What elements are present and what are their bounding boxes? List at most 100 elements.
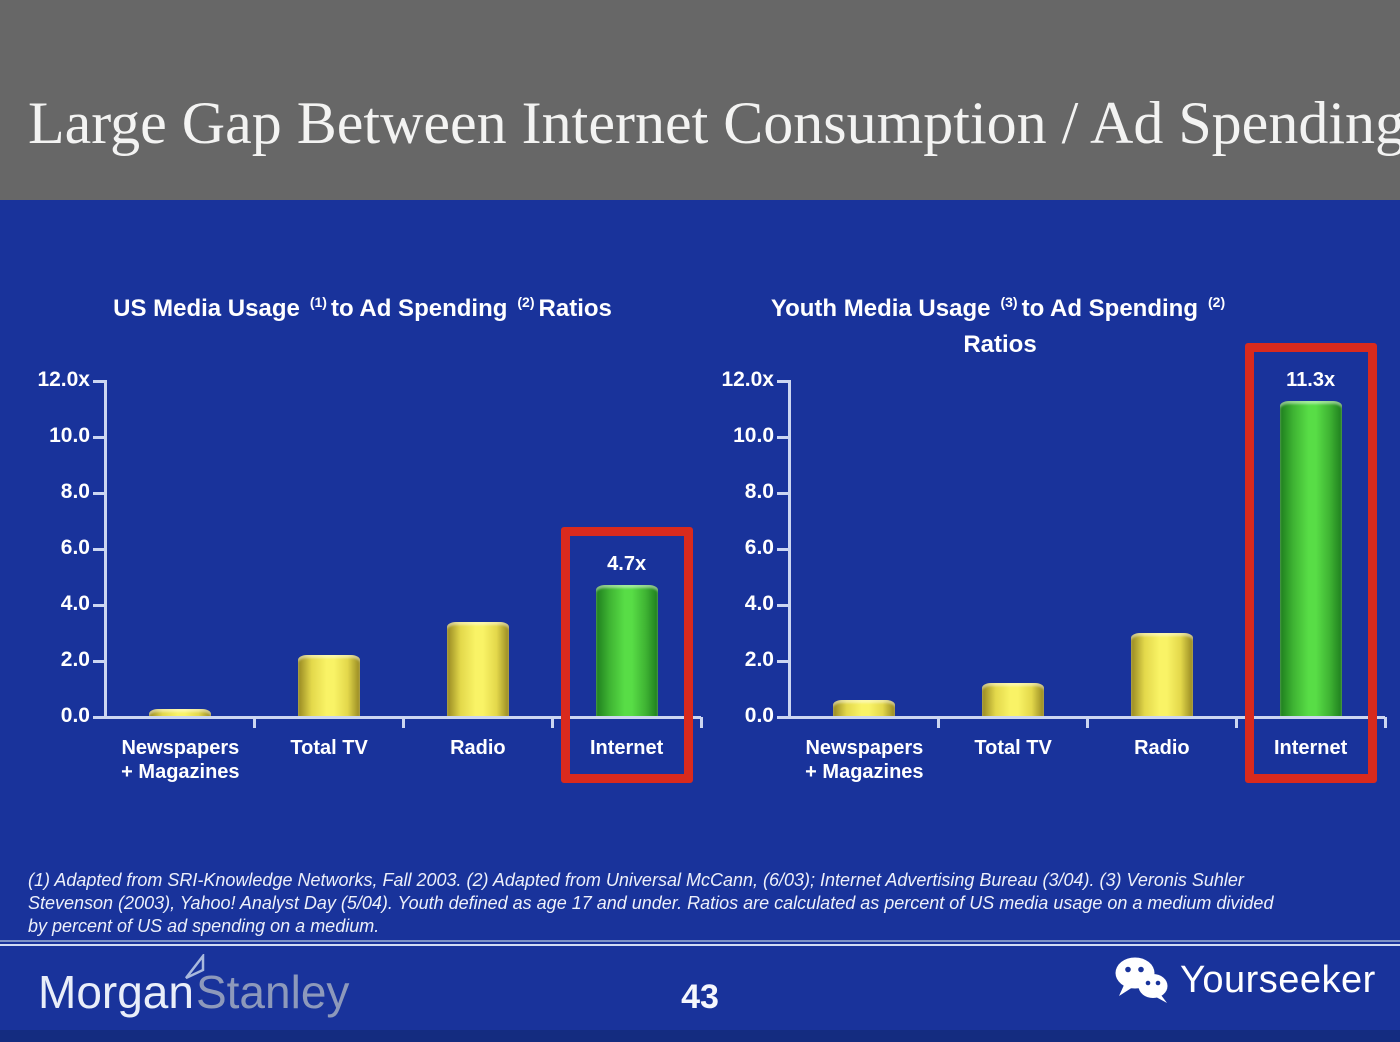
category-label-line: Newspapers	[805, 737, 924, 759]
y-tick-label: 4.0	[60, 592, 90, 615]
yourseeker-watermark: Yourseeker	[1114, 956, 1376, 1004]
category-label: Total TV	[923, 736, 1103, 760]
footnote: (1) Adapted from SRI-Knowledge Networks,…	[28, 869, 1388, 938]
x-tick-mark	[1383, 717, 1387, 728]
brand-word-morgan: Morgan	[38, 966, 194, 1018]
bar-value-label: 4.7x	[607, 553, 647, 575]
y-tick-mark	[777, 492, 788, 495]
category-label: Internet	[537, 736, 717, 760]
bar	[1130, 633, 1193, 717]
footer-divider-line-bottom	[0, 944, 1400, 946]
right-chart-title-line1: Youth Media Usage (3) to Ad Spending (2)	[755, 292, 1245, 328]
y-axis-line	[788, 380, 791, 718]
y-tick-mark	[777, 380, 788, 383]
y-tick-label: 8.0	[744, 480, 774, 503]
y-tick-mark	[93, 548, 104, 551]
footnote-marker-1: (1)	[309, 294, 327, 310]
left-chart-title-text: US Media Usage	[113, 295, 300, 322]
bar	[982, 683, 1045, 717]
category-label-line: Total TV	[974, 737, 1052, 759]
left-chart-title: US Media Usage (1) to Ad Spending (2) Ratios	[85, 292, 640, 328]
footer-divider	[0, 940, 1400, 946]
x-tick-mark	[937, 717, 941, 728]
y-axis-line	[104, 380, 107, 718]
bar	[833, 700, 896, 717]
morgan-stanley-logo: Morgan Stanley	[38, 954, 350, 1024]
category-label-line: + Magazines	[805, 761, 924, 783]
slide-body-background	[0, 200, 1400, 1042]
yourseeker-label: Yourseeker	[1180, 958, 1376, 1001]
y-tick-label: 0.0	[60, 704, 90, 727]
internet-bar	[1279, 401, 1342, 717]
category-label: Newspapers + Magazines	[90, 736, 270, 784]
y-tick-mark	[93, 716, 104, 719]
left-chart-title-text2: to Ad Spending	[330, 295, 508, 322]
y-tick-mark	[777, 660, 788, 663]
left-chart-title-text3: Ratios	[538, 295, 612, 322]
category-label: Total TV	[239, 736, 419, 760]
highlight-box	[1244, 343, 1377, 783]
y-tick-label: 10.0	[49, 424, 90, 447]
page-number: 43	[681, 978, 719, 1016]
footnote-line-3: by percent of US ad spending on a medium…	[28, 916, 380, 936]
right-chart-title: Youth Media Usage (3) to Ad Spending (2) Ra…	[755, 292, 1245, 362]
category-label: Newspapers + Magazines	[774, 736, 954, 784]
footnote-marker-2b: (2)	[1208, 294, 1226, 310]
bar	[149, 709, 212, 717]
brand-word-stanley: Stanley	[195, 966, 350, 1018]
category-label: Internet	[1221, 736, 1400, 760]
category-label: Radio	[388, 736, 568, 760]
internet-bar	[595, 585, 658, 717]
right-chart-title-line2: Ratios	[963, 331, 1037, 358]
y-tick-mark	[93, 492, 104, 495]
highlight-box	[560, 527, 693, 783]
y-tick-label: 6.0	[60, 536, 90, 559]
footnote-marker-2: (2)	[517, 294, 535, 310]
bar-value-label: 11.3x	[1286, 369, 1336, 391]
category-label: Radio	[1072, 736, 1252, 760]
x-tick-mark	[550, 717, 554, 728]
x-tick-mark	[1234, 717, 1238, 728]
y-tick-label: 4.0	[744, 592, 774, 615]
bar	[298, 655, 361, 717]
x-tick-mark	[402, 717, 405, 728]
category-label-line: Newspapers	[121, 737, 240, 759]
x-tick-mark	[1086, 717, 1089, 728]
y-tick-mark	[777, 716, 788, 719]
y-tick-label: 2.0	[60, 648, 90, 671]
category-label-line: Total TV	[290, 737, 368, 759]
footnote-marker-3: (3)	[1000, 294, 1018, 310]
wechat-icon	[1115, 957, 1168, 1003]
y-tick-label: 0.0	[744, 704, 774, 727]
category-label-line: Radio	[450, 737, 506, 759]
category-label-line: Internet	[1273, 737, 1348, 759]
y-tick-mark	[777, 604, 788, 607]
y-tick-label: 2.0	[744, 648, 774, 671]
y-tick-mark	[777, 436, 788, 439]
y-tick-mark	[93, 604, 104, 607]
slide-header: Large Gap Between Internet Consumption /…	[0, 0, 1400, 200]
y-tick-mark	[777, 548, 788, 551]
footnote-line-2: Stevenson (2003), Yahoo! Analyst Day (5/…	[28, 893, 1274, 913]
y-tick-label: 8.0	[60, 480, 90, 503]
page-title: Large Gap Between Internet Consumption /…	[28, 90, 1400, 156]
y-tick-mark	[93, 380, 104, 383]
y-tick-label: 6.0	[744, 536, 774, 559]
right-chart-title-text: Youth Media Usage	[770, 295, 991, 322]
y-tick-mark	[93, 436, 104, 439]
y-tick-label: 12.0x	[721, 368, 774, 391]
category-label-line: Radio	[1134, 737, 1190, 759]
footer-divider-line-top	[0, 940, 1400, 942]
y-tick-label: 10.0	[733, 424, 774, 447]
category-label-line: Internet	[589, 737, 664, 759]
x-tick-mark	[699, 717, 703, 728]
category-label-line: + Magazines	[121, 761, 240, 783]
footnote-line-1: (1) Adapted from SRI-Knowledge Networks,…	[28, 870, 1244, 890]
bottom-strip	[0, 1030, 1400, 1042]
morgan-stanley-flag-icon	[184, 954, 205, 1008]
y-tick-mark	[93, 660, 104, 663]
y-tick-label: 12.0x	[37, 368, 90, 391]
